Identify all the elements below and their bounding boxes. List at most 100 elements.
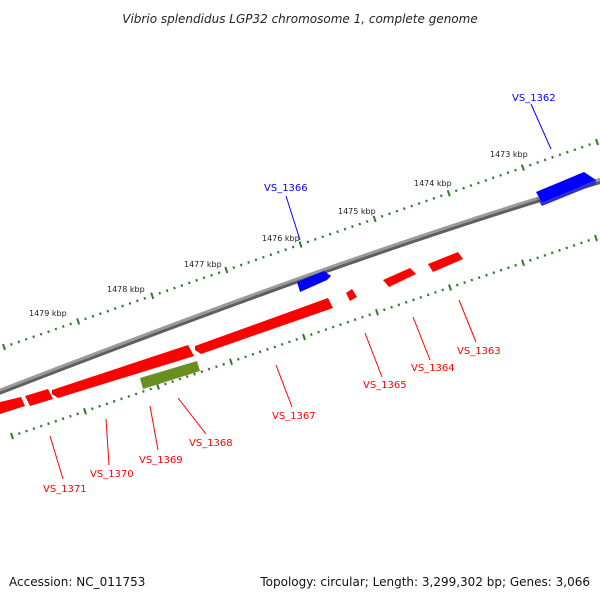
inner-scale-minor-tick xyxy=(266,347,269,351)
outer-scale-minor-tick xyxy=(17,340,21,344)
inner-scale-minor-tick xyxy=(32,427,36,431)
outer-scale-minor-tick xyxy=(91,314,95,318)
scale-label-1478: 1478 kbp xyxy=(107,285,145,294)
outer-scale-minor-tick xyxy=(69,322,73,326)
gene-label-vs-1367[interactable]: VS_1367 xyxy=(272,411,316,422)
topology-summary-text: Topology: circular; Length: 3,299,302 bp… xyxy=(259,575,590,589)
outer-scale-minor-tick xyxy=(121,304,124,308)
outer-scale-minor-tick xyxy=(313,237,317,241)
gene-label-vs-1365[interactable]: VS_1365 xyxy=(363,380,407,391)
inner-scale-minor-tick xyxy=(17,432,21,436)
gene-vs-1369-leader xyxy=(149,405,159,451)
inner-scale-minor-tick xyxy=(543,253,547,257)
outer-scale-minor-tick xyxy=(536,161,540,164)
outer-scale-major-tick xyxy=(595,138,599,146)
inner-scale-minor-tick xyxy=(288,340,291,344)
gene-vs-1366-feature[interactable] xyxy=(297,271,331,292)
outer-scale-major-tick xyxy=(150,292,155,300)
outer-scale-minor-tick xyxy=(136,299,139,303)
scale-label-1477: 1477 kbp xyxy=(184,260,222,269)
outer-scale-minor-tick xyxy=(247,260,250,264)
gene-label-vs-1364[interactable]: VS_1364 xyxy=(411,363,455,374)
inner-scale-minor-tick xyxy=(76,412,80,416)
gene-label-vs-1371[interactable]: VS_1371 xyxy=(43,484,87,495)
outer-scale-minor-tick xyxy=(410,204,414,208)
outer-scale-minor-tick xyxy=(343,227,347,231)
gene-label-vs-1366[interactable]: VS_1366 xyxy=(264,183,308,194)
gene-label-vs-1363[interactable]: VS_1363 xyxy=(457,346,501,357)
inner-scale-minor-tick xyxy=(309,333,313,337)
outer-scale-minor-tick xyxy=(24,337,28,341)
inner-scale-minor-tick xyxy=(572,243,576,247)
outer-scale-minor-tick xyxy=(99,312,102,316)
outer-scale-minor-tick xyxy=(291,245,295,249)
scale-label-1475: 1475 kbp xyxy=(338,207,376,216)
inner-scale-minor-tick xyxy=(222,362,226,366)
gene-vs-1369-feature[interactable] xyxy=(25,389,53,406)
inner-scale-minor-tick xyxy=(434,290,437,294)
outer-scale-minor-tick xyxy=(232,266,236,270)
inner-scale-minor-tick xyxy=(492,271,496,275)
inner-scale-major-tick xyxy=(156,383,160,390)
outer-scale-minor-tick xyxy=(239,263,243,267)
gene-vs-1363-feature[interactable] xyxy=(428,252,463,272)
inner-scale-minor-tick xyxy=(185,375,189,379)
outer-scale-minor-tick xyxy=(143,296,147,300)
gene-label-vs-1369[interactable]: VS_1369 xyxy=(139,455,183,466)
gene-vs-1363-leader xyxy=(458,299,477,343)
outer-scale-minor-tick xyxy=(187,281,191,285)
outer-scale-minor-tick xyxy=(506,171,510,175)
outer-scale-minor-tick xyxy=(306,240,310,244)
inner-scale-major-tick xyxy=(229,358,233,366)
inner-scale-minor-tick xyxy=(390,305,393,309)
outer-scale-major-tick xyxy=(372,215,377,223)
outer-scale-minor-tick xyxy=(462,186,465,190)
outer-scale-major-tick xyxy=(224,266,229,274)
inner-scale-minor-tick xyxy=(528,258,532,262)
outer-scale-minor-tick xyxy=(158,291,162,295)
outer-scale-minor-tick xyxy=(469,184,473,188)
inner-scale-minor-tick xyxy=(419,295,423,299)
outer-scale-major-tick xyxy=(520,164,525,171)
inner-scale-major-tick xyxy=(10,432,14,440)
inner-scale-minor-tick xyxy=(587,238,591,242)
gene-vs-1367-feature[interactable] xyxy=(195,298,333,354)
outer-scale-minor-tick xyxy=(477,181,480,185)
outer-scale-minor-tick xyxy=(388,212,391,216)
outer-scale-minor-tick xyxy=(47,330,50,334)
inner-scale-minor-tick xyxy=(39,424,43,428)
outer-scale-minor-tick xyxy=(484,178,488,182)
accession-text: Accession: NC_011753 xyxy=(9,575,145,589)
outer-scale-minor-tick xyxy=(439,194,443,198)
gene-vs-1370-feature[interactable] xyxy=(52,345,194,398)
gene-vs-1365-feature[interactable] xyxy=(346,289,357,301)
inner-scale-minor-tick xyxy=(382,308,386,312)
inner-scale-minor-tick xyxy=(178,377,182,381)
inner-scale-minor-tick xyxy=(368,313,372,317)
outer-scale-minor-tick xyxy=(528,163,532,167)
inner-scale-minor-tick xyxy=(258,350,262,354)
gene-vs-1364-feature[interactable] xyxy=(383,268,416,287)
inner-scale-minor-tick xyxy=(54,419,58,423)
scale-ticks-outer xyxy=(2,138,599,351)
gene-label-vs-1368[interactable]: VS_1368 xyxy=(189,438,233,449)
scale-label-1473: 1473 kbp xyxy=(490,150,528,159)
gene-vs-1371-feature[interactable] xyxy=(0,397,25,414)
outer-scale-minor-tick xyxy=(262,255,265,259)
inner-scale-minor-tick xyxy=(47,422,50,426)
gene-label-vs-1370[interactable]: VS_1370 xyxy=(90,469,134,480)
inner-scale-minor-tick xyxy=(455,283,459,287)
gene-vs-1362-feature[interactable] xyxy=(536,172,596,203)
inner-scale-minor-tick xyxy=(346,320,350,324)
outer-scale-minor-tick xyxy=(566,150,569,154)
gene-vs-1368-feature[interactable] xyxy=(140,361,200,389)
inner-scale-minor-tick xyxy=(61,417,65,421)
inner-scale-minor-tick xyxy=(127,394,131,398)
inner-scale-minor-tick xyxy=(470,278,474,282)
inner-scale-minor-tick xyxy=(514,263,518,267)
inner-scale-minor-tick xyxy=(550,251,554,255)
inner-scale-minor-tick xyxy=(295,337,299,341)
gene-label-vs-1362[interactable]: VS_1362 xyxy=(512,93,556,104)
inner-scale-major-tick xyxy=(521,259,525,267)
